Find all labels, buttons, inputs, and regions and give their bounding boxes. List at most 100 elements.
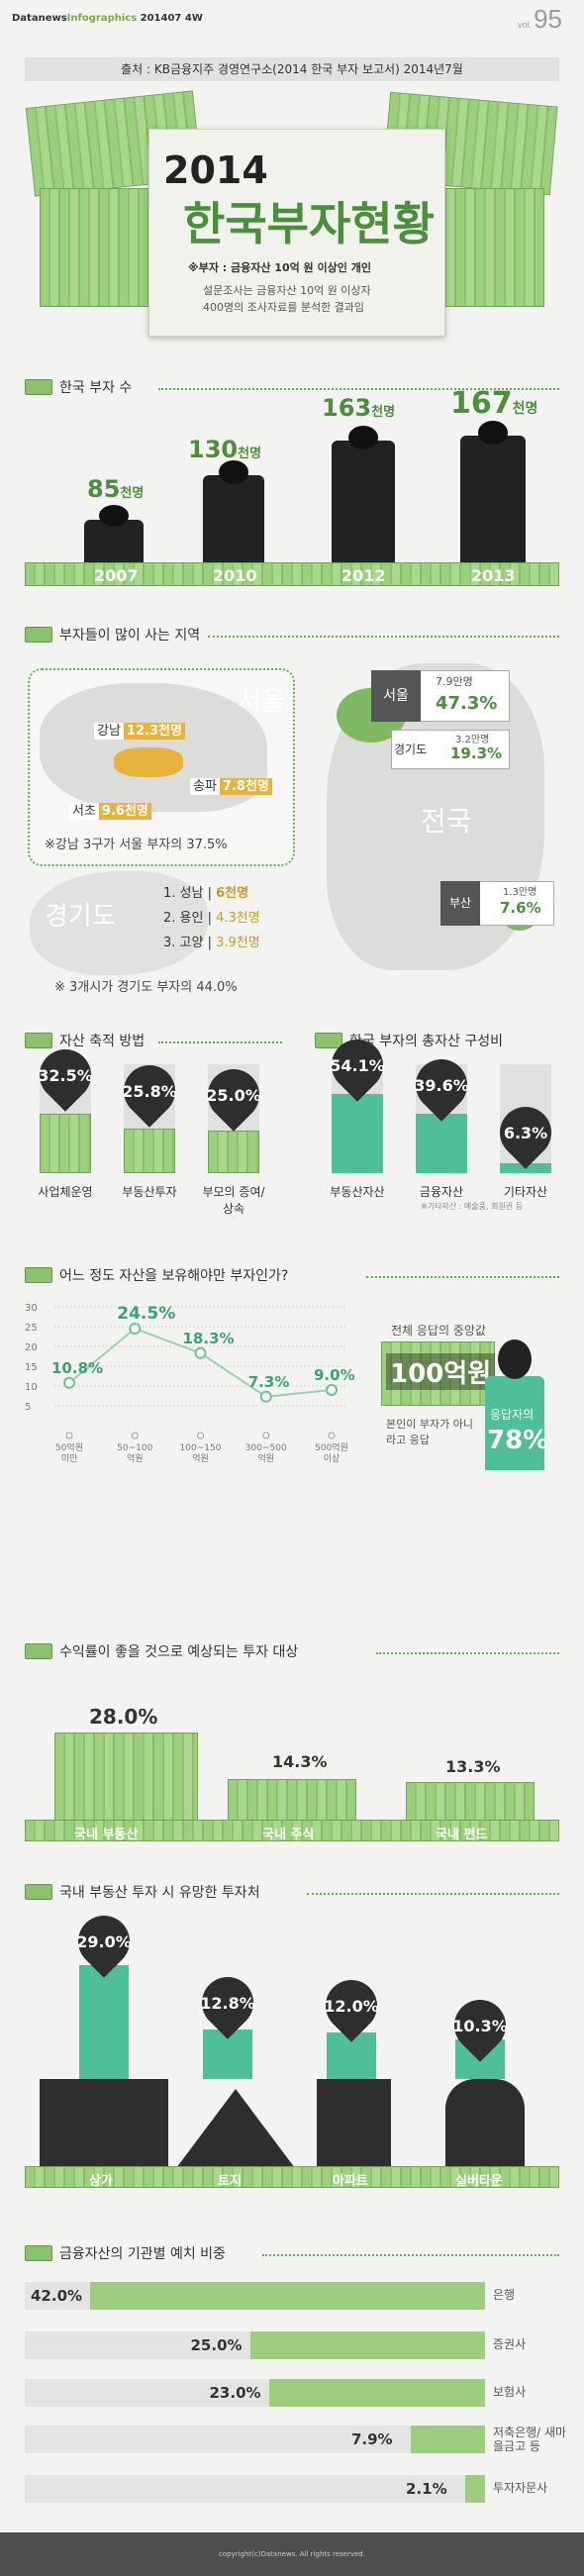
axis-dot <box>65 1432 73 1439</box>
money-icon <box>25 1033 52 1048</box>
s3-value: 25.8% <box>122 1082 177 1101</box>
seoul-note: ※강남 3구가 서울 부자의 37.5% <box>45 838 228 852</box>
x-tick-label: 억원 <box>257 1452 274 1464</box>
deposit-value: 7.9% <box>350 2430 393 2448</box>
person-head <box>99 505 129 527</box>
deposit-bar <box>249 2331 485 2359</box>
title-survey-2: 400명의 조사자료를 분석한 결과임 <box>203 301 365 314</box>
s6-stack <box>228 1779 356 1822</box>
s6-value: 14.3% <box>272 1752 328 1771</box>
data-point <box>326 1384 338 1396</box>
s3-label: 부동산투자 <box>122 1185 177 1199</box>
money-icon <box>25 379 52 395</box>
deposit-bar <box>465 2475 485 2503</box>
busan-stat-pct: 7.6% <box>500 899 541 917</box>
x-tick-label: 이상 <box>324 1453 341 1464</box>
s6-stack <box>54 1733 198 1822</box>
footer: copyright(c)Datanews. All rights reserve… <box>0 2532 584 2576</box>
y-tick-label: 5 <box>25 1402 31 1413</box>
median-value: 100억원 <box>386 1353 496 1390</box>
data-label: 10.8% <box>51 1359 103 1377</box>
s6-label: 국내 펀드 <box>436 1828 488 1842</box>
seoul-label: 서울 <box>238 687 285 717</box>
money-icon <box>315 1033 342 1048</box>
deposit-institution: 저축은행/ 새마을금고 등 <box>493 2426 567 2453</box>
s7-label: 실버타운 <box>455 2174 503 2189</box>
s6-label: 국내 주식 <box>262 1828 315 1842</box>
y-tick-label: 20 <box>25 1342 38 1353</box>
s4-bar <box>332 1094 383 1173</box>
title-panel <box>148 129 445 337</box>
s6-value: 13.3% <box>445 1757 501 1776</box>
divider <box>307 1893 559 1895</box>
money-icon <box>25 1643 52 1659</box>
x-tick-label: 50억원 <box>55 1441 83 1453</box>
title-main: 한국부자현황 <box>183 197 435 250</box>
section-title-regions: 부자들이 많이 사는 지역 <box>59 628 201 644</box>
y-tick-label: 25 <box>25 1323 38 1334</box>
building-icon <box>40 2079 168 2168</box>
deposit-value: 2.1% <box>406 2480 447 2498</box>
deposit-bar <box>410 2426 485 2453</box>
s1-value-2012: 163천명 <box>322 394 396 422</box>
gangnam-area <box>114 747 183 777</box>
axis-dot <box>262 1432 270 1439</box>
s1-value-2007: 85천명 <box>87 475 145 503</box>
s4-value: 39.6% <box>414 1076 469 1095</box>
s7-bar <box>79 1965 129 2079</box>
s7-label: 상가 <box>89 2174 113 2189</box>
person-figure <box>485 1376 544 1470</box>
section-title-real-estate: 국내 부동산 투자 시 유망한 투자처 <box>59 1885 260 1901</box>
year-label-2007: 2007 <box>94 566 139 585</box>
deposit-bar <box>90 2282 485 2310</box>
s6-label: 국내 부동산 <box>74 1828 139 1842</box>
s6-stack <box>406 1782 535 1822</box>
s3-label: 부모의 증여/상속 <box>202 1185 265 1216</box>
divider <box>208 636 559 638</box>
section-title-rich-count: 한국 부자 수 <box>59 380 133 396</box>
section-title-accumulation: 자산 축적 방법 <box>59 1034 146 1049</box>
gg-stat-box <box>391 730 510 769</box>
deposit-institution: 증권사 <box>493 2337 527 2351</box>
respondent-caption: 응답자의 <box>490 1408 535 1422</box>
not-rich-caption: 본인이 부자가 아니라고 응답 <box>386 1418 473 1446</box>
divider <box>366 1276 559 1278</box>
s3-bar <box>208 1131 259 1173</box>
section-title-threshold: 어느 정도 자산을 보유해야만 부자인가? <box>59 1268 289 1284</box>
brand-logo: DatanewsInfographics 201407 4W <box>12 13 203 24</box>
s4-label: 부동산자산 <box>330 1185 385 1199</box>
s6-base <box>25 1820 559 1841</box>
national-label: 전국 <box>421 805 472 838</box>
section-title-investment: 수익률이 좋을 것으로 예상되는 투자 대상 <box>59 1644 299 1660</box>
median-money <box>381 1341 495 1406</box>
s7-value: 10.3% <box>452 2017 508 2035</box>
deposit-institution: 보험사 <box>493 2385 527 2399</box>
s3-value: 25.0% <box>206 1086 261 1105</box>
person-head <box>478 421 508 445</box>
s3-bar <box>40 1114 91 1173</box>
person-figure-2010 <box>203 475 264 564</box>
person-figure-2007 <box>84 520 144 564</box>
seoul-stat-name: 서울 <box>371 670 421 722</box>
money-icon <box>25 627 52 643</box>
deposit-institution: 투자자문사 <box>493 2481 548 2495</box>
year-label-2012: 2012 <box>341 566 386 585</box>
deposit-institution: 은행 <box>493 2288 516 2302</box>
data-point <box>194 1346 207 1359</box>
s3-label: 사업체운영 <box>38 1185 93 1199</box>
data-label: 9.0% <box>314 1366 355 1384</box>
y-tick-label: 10 <box>25 1382 38 1393</box>
s7-label: 토지 <box>218 2174 242 2189</box>
line-chart: 3025201510510.8%50억원미만24.5%50~100억원18.3%… <box>25 1303 355 1464</box>
s7-value: 12.0% <box>324 1997 379 2016</box>
y-tick-label: 15 <box>25 1362 38 1373</box>
x-tick-label: 50~100 <box>117 1443 152 1453</box>
gg-stat-pct: 19.3% <box>450 744 503 762</box>
volume-number: vol.95 <box>518 4 562 34</box>
s7-value: 29.0% <box>76 1932 132 1951</box>
deposit-value: 25.0% <box>190 2336 243 2354</box>
section-title-deposit: 금융자산의 기관별 예치 비중 <box>59 2246 226 2262</box>
s4-value: 54.1% <box>330 1056 385 1075</box>
s3-bar <box>124 1129 175 1173</box>
x-tick-label: 300~500 <box>245 1443 287 1453</box>
